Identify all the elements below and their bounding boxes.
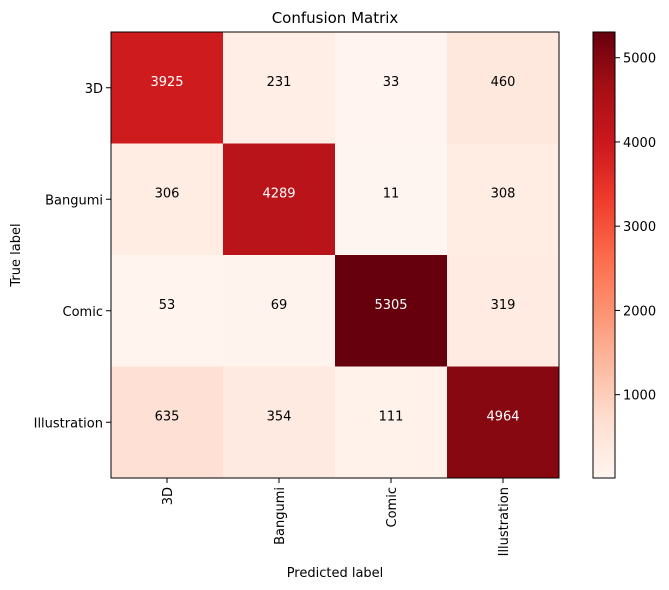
cell-comic-comic (335, 255, 448, 367)
colorbar-tick-label-5000: 5000 (623, 52, 656, 67)
cell-value-illustration-bangumi: 354 (267, 409, 292, 424)
colorbar-tick-label-1000: 1000 (623, 389, 656, 404)
cell-value-bangumi-bangumi: 4289 (262, 186, 295, 201)
cell-value-3d-comic: 33 (383, 75, 400, 90)
y-tick-label-3d: 3D (85, 82, 103, 97)
cell-comic-bangumi (223, 255, 336, 367)
y-tick-label-illustration: Illustration (34, 416, 103, 431)
cell-illustration-bangumi (223, 366, 336, 479)
colorbar (592, 31, 616, 479)
cell-illustration-3d (111, 366, 224, 479)
plot-frame (110, 31, 560, 479)
cell-illustration-illustration (447, 366, 560, 479)
cell-value-comic-3d: 53 (159, 298, 176, 313)
y-axis-ticks: 3D Bangumi Comic Illustration (34, 82, 111, 431)
cell-comic-illustration (447, 255, 560, 367)
cell-value-3d-3d: 3925 (150, 75, 183, 90)
x-tick-label-3d: 3D (161, 487, 176, 505)
cell-value-bangumi-illustration: 308 (491, 186, 516, 201)
colorbar-ticks: 1000 2000 3000 4000 5000 (615, 52, 656, 404)
x-axis-label: Predicted label (287, 566, 384, 581)
matrix-cells: 3925 231 33 460 306 4289 11 308 53 69 5305 319 635 35… (111, 32, 560, 479)
x-axis-ticks: 3D Bangumi Comic Illustration (161, 478, 512, 556)
x-tick-label-illustration: Illustration (497, 487, 512, 556)
cell-3d-comic (335, 32, 448, 144)
cell-value-bangumi-3d: 306 (155, 186, 180, 201)
cell-3d-bangumi (223, 32, 336, 144)
cell-value-illustration-comic: 111 (379, 409, 404, 424)
cell-value-comic-bangumi: 69 (271, 298, 288, 313)
x-tick-label-comic: Comic (385, 487, 400, 527)
y-axis-label: True label (9, 223, 24, 287)
cell-bangumi-comic (335, 143, 448, 256)
cell-bangumi-illustration (447, 143, 560, 256)
cell-comic-3d (111, 255, 224, 367)
cell-bangumi-bangumi (223, 143, 336, 256)
colorbar-tick-label-2000: 2000 (623, 304, 656, 319)
cell-value-3d-illustration: 460 (491, 75, 516, 90)
x-tick-label-bangumi: Bangumi (273, 487, 288, 545)
y-tick-label-bangumi: Bangumi (45, 193, 103, 208)
cell-value-comic-illustration: 319 (491, 298, 516, 313)
cell-value-comic-comic: 5305 (374, 298, 407, 313)
cell-illustration-comic (335, 366, 448, 479)
cell-bangumi-3d (111, 143, 224, 256)
y-tick-label-comic: Comic (63, 305, 103, 320)
chart-title: Confusion Matrix (272, 9, 399, 27)
cell-3d-illustration (447, 32, 560, 144)
cell-value-illustration-illustration: 4964 (486, 409, 519, 424)
colorbar-tick-label-4000: 4000 (623, 136, 656, 151)
cell-value-bangumi-comic: 11 (383, 186, 400, 201)
colorbar-tick-label-3000: 3000 (623, 220, 656, 235)
cell-3d-3d (111, 32, 224, 144)
cell-value-3d-bangumi: 231 (267, 75, 292, 90)
cell-value-illustration-3d: 635 (155, 409, 180, 424)
